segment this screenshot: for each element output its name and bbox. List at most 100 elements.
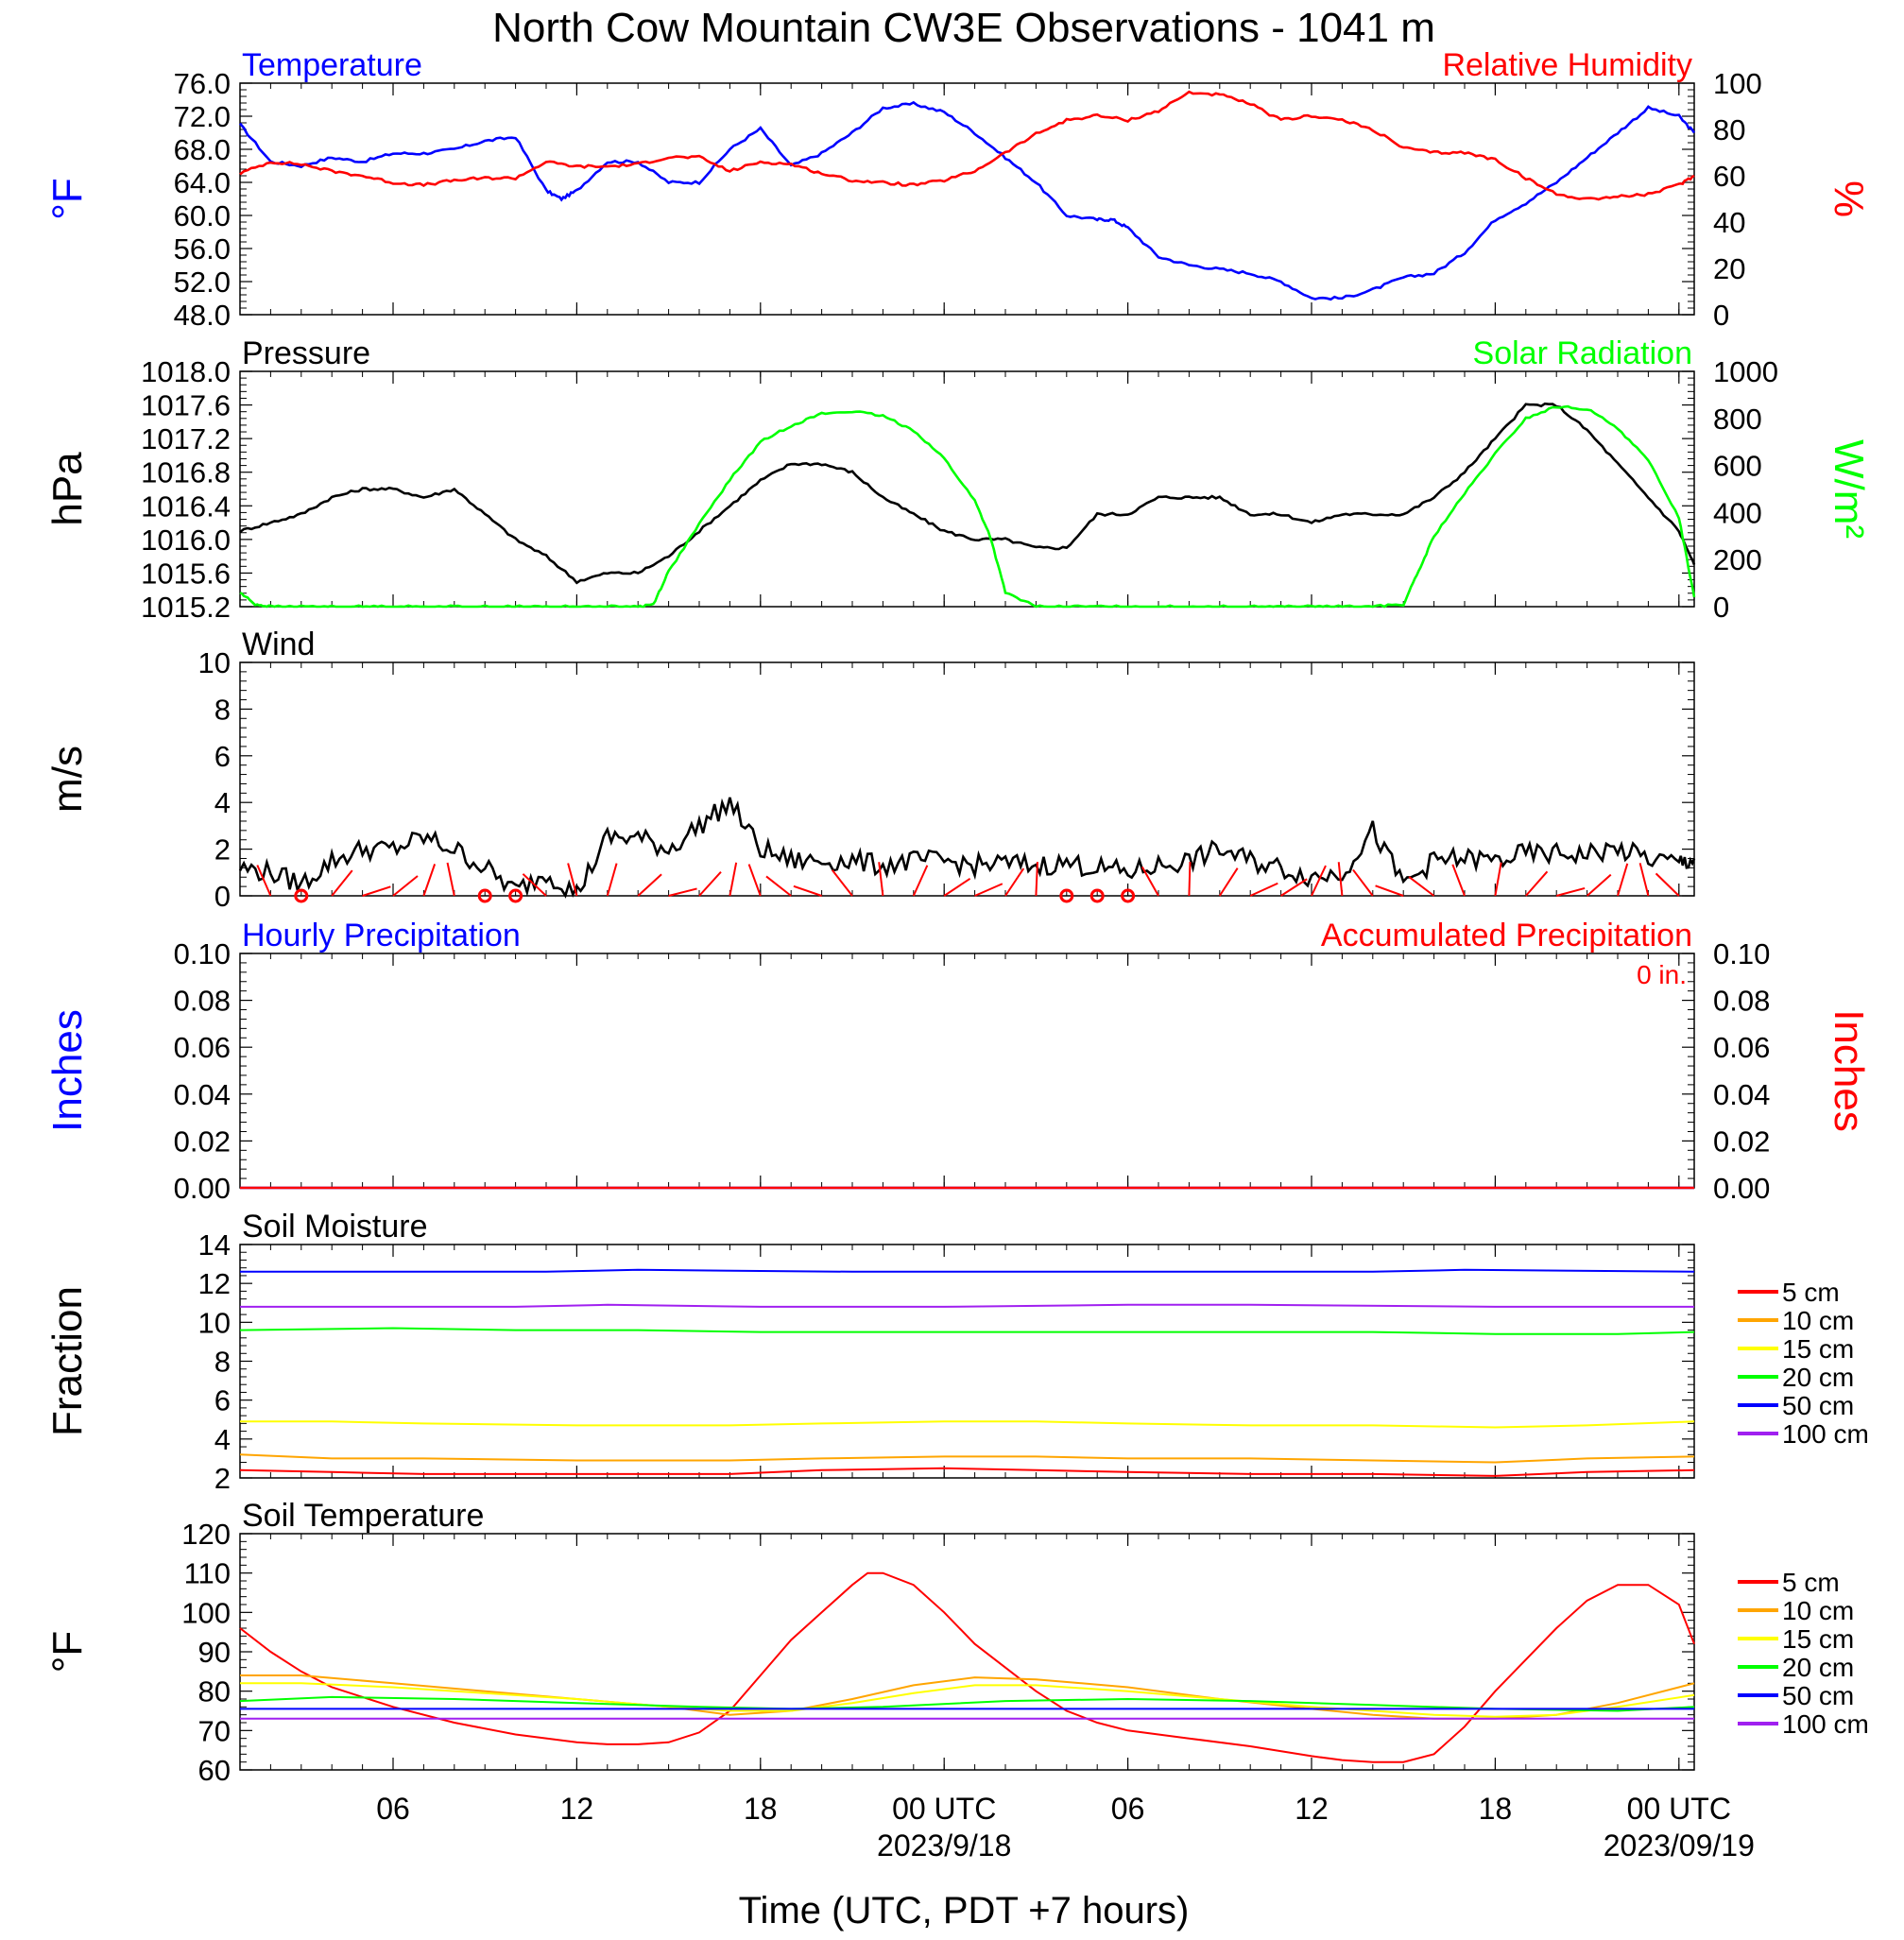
panel-title-right: Relative Humidity bbox=[1442, 47, 1692, 83]
series-lines bbox=[239, 90, 1696, 301]
y-tick-label-right: 0 bbox=[1713, 299, 1729, 332]
y-tick-label-left: 0.00 bbox=[174, 1172, 231, 1205]
y-tick-label-left: 0.02 bbox=[174, 1125, 231, 1158]
series-line-pressure bbox=[239, 402, 1696, 585]
wind-barb bbox=[1494, 862, 1502, 897]
y-axis-label-left: °F bbox=[44, 1631, 91, 1673]
y-axis-label-left: Fraction bbox=[44, 1286, 91, 1436]
y-tick-label-right: 80 bbox=[1713, 113, 1745, 146]
y-tick-label-left: 0 bbox=[214, 880, 231, 913]
wind-barb bbox=[1218, 867, 1239, 897]
x-tick-label: 00 UTC bbox=[1627, 1792, 1731, 1826]
wind-barb bbox=[878, 862, 884, 897]
panel-title-right: Accumulated Precipitation bbox=[1321, 918, 1692, 953]
x-tick-label: 06 bbox=[1111, 1792, 1145, 1826]
wind-barb bbox=[1586, 873, 1612, 897]
y-axis-label-right: % bbox=[1826, 180, 1872, 217]
wind-barb bbox=[1655, 872, 1680, 897]
panel-title-left: Soil Moisture bbox=[242, 1209, 428, 1245]
y-tick-label-left: 8 bbox=[214, 1346, 231, 1379]
wind-barb bbox=[637, 873, 662, 897]
y-tick-label-left: 4 bbox=[214, 786, 231, 819]
y-tick-label-left: 0.10 bbox=[174, 937, 231, 970]
legend-label: 10 cm bbox=[1782, 1596, 1854, 1625]
wind-barb bbox=[1617, 863, 1629, 897]
series-line-20-cm bbox=[239, 1327, 1695, 1335]
y-tick-label-left: 70 bbox=[198, 1714, 231, 1747]
y-axis-label-left: °F bbox=[44, 178, 91, 219]
y-tick-label-left: 0.06 bbox=[174, 1031, 231, 1064]
y-tick-label-right: 0.06 bbox=[1713, 1031, 1770, 1064]
wind-barb bbox=[831, 869, 853, 897]
series-line-solar-radiation bbox=[239, 404, 1696, 609]
wind-barb bbox=[1451, 864, 1466, 897]
y-tick-label-left: 1016.8 bbox=[141, 456, 231, 489]
wind-barb bbox=[392, 875, 419, 897]
series-line-relative-humidity bbox=[239, 90, 1695, 201]
series-lines bbox=[239, 1571, 1695, 1763]
series-line-15-cm bbox=[240, 1420, 1695, 1429]
chart-title: North Cow Mountain CW3E Observations - 1… bbox=[492, 5, 1435, 51]
legend-label: 100 cm bbox=[1782, 1709, 1869, 1739]
wind-barb bbox=[793, 884, 822, 897]
y-tick-label-left: 12 bbox=[198, 1267, 231, 1300]
series-line-5-cm bbox=[239, 1467, 1695, 1477]
wind-barb bbox=[1141, 866, 1159, 897]
y-tick-label-left: 2 bbox=[214, 1462, 231, 1495]
y-tick-label-left: 6 bbox=[214, 1384, 231, 1417]
y-tick-label-left: 4 bbox=[214, 1423, 231, 1456]
wind-barb bbox=[912, 865, 929, 897]
panels: 76.072.068.064.060.056.052.048.010080604… bbox=[44, 47, 1872, 1787]
panel-title-left: Temperature bbox=[242, 47, 422, 83]
y-tick-label-right: 0.00 bbox=[1713, 1172, 1770, 1205]
x-tick-label: 12 bbox=[560, 1792, 594, 1826]
calm-wind-marker bbox=[1121, 888, 1136, 903]
wind-barb bbox=[1375, 884, 1404, 897]
y-ticks: 120 110 100 90 80 70 60 bbox=[181, 1518, 1694, 1787]
wind-barb bbox=[765, 875, 792, 897]
x-axis-label: Time (UTC, PDT +7 hours) bbox=[739, 1890, 1190, 1931]
wind-barb bbox=[1280, 878, 1308, 897]
y-tick-label-right: 0.08 bbox=[1713, 985, 1770, 1018]
y-tick-label-left: 1016.0 bbox=[141, 524, 231, 557]
y-ticks: 1018.01017.61017.21016.81016.41016.01015… bbox=[141, 355, 1778, 624]
panel-title-left: Soil Temperature bbox=[242, 1498, 484, 1534]
legend-label: 100 cm bbox=[1782, 1419, 1869, 1449]
wind-barb bbox=[256, 865, 272, 897]
panel-title-right: Solar Radiation bbox=[1473, 335, 1692, 371]
y-tick-label-left: 60.0 bbox=[174, 199, 231, 232]
wind-barb bbox=[974, 883, 1003, 897]
legend-label: 15 cm bbox=[1782, 1334, 1854, 1364]
y-tick-label-right: 20 bbox=[1713, 252, 1745, 285]
total-precip-label: 0 in. bbox=[1637, 960, 1687, 989]
legend-label: 10 cm bbox=[1782, 1306, 1854, 1335]
y-ticks: 76.072.068.064.060.056.052.048.0 100 80 60 4… bbox=[174, 67, 1762, 332]
panel-title-left: Hourly Precipitation bbox=[242, 918, 521, 953]
x-tick-label: 06 bbox=[376, 1792, 410, 1826]
y-tick-label-right: 60 bbox=[1713, 160, 1745, 193]
legend-label: 15 cm bbox=[1782, 1624, 1854, 1654]
panel-temperature-humidity: 76.072.068.064.060.056.052.048.0 100 80 60 4… bbox=[44, 47, 1872, 332]
y-tick-label-left: 6 bbox=[214, 740, 231, 773]
series-lines bbox=[239, 402, 1696, 609]
legend-label: 5 cm bbox=[1782, 1278, 1840, 1307]
calm-wind-marker bbox=[1089, 888, 1105, 903]
x-date-label: 2023/09/19 bbox=[1604, 1828, 1755, 1863]
wind-barb bbox=[422, 864, 437, 897]
plot-frame bbox=[239, 370, 1695, 608]
wind-barb bbox=[668, 887, 697, 897]
series-line-100-cm bbox=[240, 1303, 1694, 1308]
panel-title-left: Pressure bbox=[242, 335, 370, 371]
wind-barb bbox=[1249, 882, 1278, 897]
plot-frame bbox=[239, 1533, 1695, 1771]
y-tick-label-left: 100 bbox=[181, 1596, 231, 1629]
wind-barb bbox=[362, 885, 391, 897]
series-line-wind bbox=[238, 797, 1696, 899]
plot-frame bbox=[239, 953, 1695, 1189]
y-tick-label-right: 0 bbox=[1713, 591, 1729, 624]
plot-frame bbox=[239, 661, 1695, 897]
